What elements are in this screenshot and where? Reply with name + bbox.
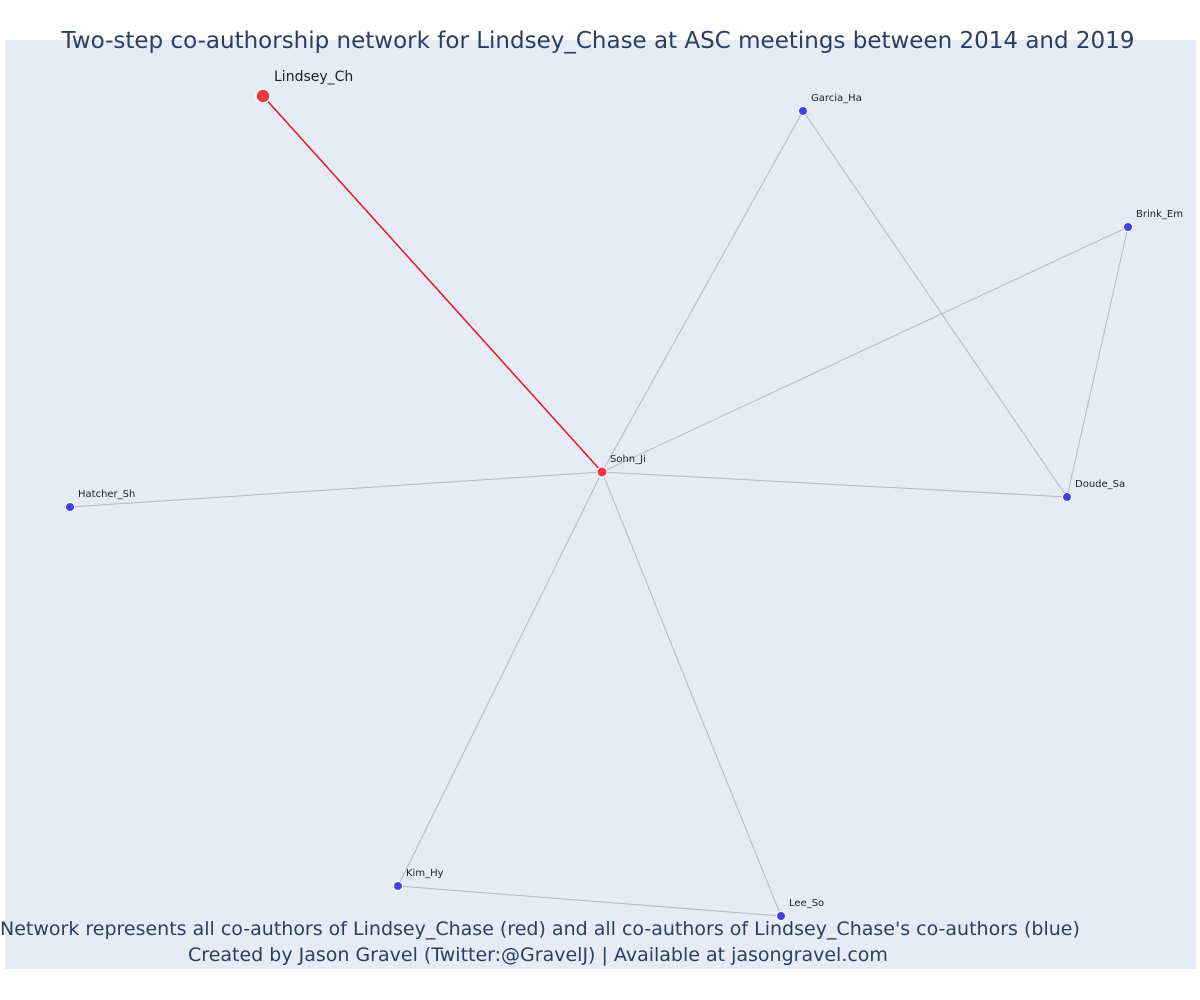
edge-Garcia_Ha-Doude_Sa bbox=[802, 110, 1068, 498]
caption-line-2: Created by Jason Gravel (Twitter:@Gravel… bbox=[188, 944, 888, 966]
node-label-Brink_Em: Brink_Em bbox=[1136, 209, 1183, 220]
edge-Sohn_Ji-Brink_Em bbox=[601, 226, 1129, 473]
node-label-Garcia_Ha: Garcia_Ha bbox=[811, 93, 862, 104]
node-Lindsey_Ch[interactable] bbox=[255, 88, 271, 104]
node-label-Lindsey_Ch: Lindsey_Ch bbox=[274, 69, 353, 85]
edges-layer bbox=[69, 95, 1129, 917]
node-label-Lee_So: Lee_So bbox=[789, 898, 824, 909]
labels-layer: Lindsey_Ch Sohn_Ji Garcia_Ha Brink_Em Doude_… bbox=[78, 69, 1183, 909]
node-Doude_Sa[interactable] bbox=[1062, 492, 1072, 502]
chart-title: Two-step co-authorship network for Linds… bbox=[61, 28, 1135, 54]
node-label-Doude_Sa: Doude_Sa bbox=[1075, 479, 1125, 490]
plot-area bbox=[5, 40, 1196, 969]
node-Hatcher_Sh[interactable] bbox=[65, 502, 75, 512]
node-label-Kim_Hy: Kim_Hy bbox=[406, 868, 444, 879]
nodes-layer bbox=[65, 88, 1133, 921]
node-Garcia_Ha[interactable] bbox=[798, 106, 808, 116]
edge-Lindsey_Ch-Sohn_Ji bbox=[262, 95, 603, 473]
edge-Kim_Hy-Lee_So bbox=[397, 885, 782, 917]
node-Kim_Hy[interactable] bbox=[393, 881, 403, 891]
node-Sohn_Ji[interactable] bbox=[596, 466, 608, 478]
edge-Brink_Em-Doude_Sa bbox=[1066, 226, 1129, 498]
node-label-Hatcher_Sh: Hatcher_Sh bbox=[78, 489, 135, 500]
edge-Sohn_Ji-Kim_Hy bbox=[397, 471, 603, 887]
node-Lee_So[interactable] bbox=[776, 911, 786, 921]
edge-Sohn_Ji-Doude_Sa bbox=[601, 471, 1068, 498]
edge-Sohn_Ji-Garcia_Ha bbox=[601, 110, 804, 473]
node-label-Sohn_Ji: Sohn_Ji bbox=[610, 454, 646, 465]
edge-Sohn_Ji-Hatcher_Sh bbox=[69, 471, 603, 508]
node-Brink_Em[interactable] bbox=[1123, 222, 1133, 232]
edge-Sohn_Ji-Lee_So bbox=[601, 471, 782, 917]
caption-line-1: Network represents all co-authors of Lin… bbox=[0, 918, 1080, 940]
